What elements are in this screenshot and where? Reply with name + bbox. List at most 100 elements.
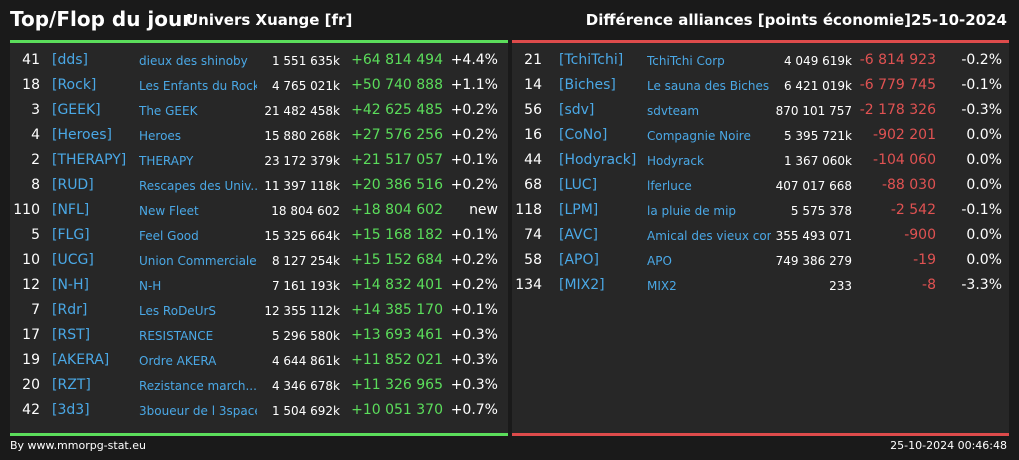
alliance-tag-link[interactable]: [3d3] (52, 402, 90, 418)
flop-row: 16 [CoNo] Compagnie Noire 5 395 721k -902 20… (512, 123, 1009, 148)
points-difference: +27 576 256 (351, 127, 443, 143)
points-difference: +10 051 370 (351, 402, 443, 418)
alliance-tag-link[interactable]: [Rock] (52, 77, 97, 93)
flop-row: 58 [APO] APO 749 386 279 -19 0.0% (512, 248, 1009, 273)
points-difference: +14 385 170 (351, 302, 443, 318)
alliance-tag-link[interactable]: [LUC] (559, 177, 598, 193)
percent-change: +0.3% (450, 352, 498, 368)
points-difference: +14 832 401 (351, 277, 443, 293)
alliance-rank: 3 (31, 102, 40, 118)
top-row: 8 [RUD] Rescapes des Univ... 11 397 118k +20… (10, 173, 508, 198)
alliance-rank: 56 (524, 102, 542, 118)
alliance-name-link[interactable]: Rescapes des Univ... (139, 179, 257, 193)
alliance-tag-link[interactable]: [THERAPY] (52, 152, 127, 168)
alliance-tag-link[interactable]: [LPM] (559, 202, 599, 218)
top-row: 19 [AKERA] Ordre AKERA 4 644 861k +11 852 02… (10, 348, 508, 373)
top-row: 41 [dds] dieux des shinoby 1 551 635k +64 81… (10, 48, 508, 73)
alliance-rank: 110 (13, 202, 40, 218)
top-panel: 41 [dds] dieux des shinoby 1 551 635k +64 81… (10, 40, 508, 436)
alliance-name-link[interactable]: la pluie de mip (647, 204, 737, 218)
top-row: 20 [RZT] Rezistance march... 4 346 678k +11 … (10, 373, 508, 398)
flop-row: 44 [Hodyrack] Hodyrack 1 367 060k -104 060 0.… (512, 148, 1009, 173)
alliance-tag-link[interactable]: [FLG] (52, 227, 90, 243)
alliance-points: 4 644 861k (271, 354, 340, 368)
alliance-name-link[interactable]: Le sauna des Biches (647, 79, 770, 93)
top-row: 17 [RST] RESISTANCE 5 296 580k +13 693 461 +0… (10, 323, 508, 348)
percent-change: +0.2% (450, 177, 498, 193)
alliance-name-link[interactable]: dieux des shinoby (139, 54, 248, 68)
top-row: 3 [GEEK] The GEEK 21 482 458k +42 625 485 +0.… (10, 98, 508, 123)
ranking-subtitle: Différence alliances [points économie] (585, 11, 911, 29)
percent-change: new (469, 202, 498, 218)
alliance-name-link[interactable]: THERAPY (139, 154, 194, 168)
alliance-name-link[interactable]: The GEEK (139, 104, 198, 118)
alliance-tag-link[interactable]: [APO] (559, 252, 599, 268)
alliance-name-link[interactable]: lferluce (647, 179, 692, 193)
alliance-name-link[interactable]: APO (647, 254, 672, 268)
alliance-name-link[interactable]: Les Enfants du Rock (139, 79, 257, 93)
flop-panel: 21 [TchiTchi] TchiTchi Corp 4 049 619k -6 81… (512, 40, 1009, 436)
alliance-name-link[interactable]: Compagnie Noire (647, 129, 751, 143)
alliance-name-link[interactable]: TchiTchi Corp (647, 54, 725, 68)
alliance-name-link[interactable]: MIX2 (647, 279, 677, 293)
alliance-points: 233 (829, 279, 852, 293)
percent-change: +0.7% (450, 402, 498, 418)
points-difference: +21 517 057 (351, 152, 443, 168)
alliance-name-link[interactable]: RESISTANCE (139, 329, 214, 343)
alliance-name-link[interactable]: Heroes (139, 129, 182, 143)
alliance-name-link[interactable]: sdvteam (647, 104, 700, 118)
alliance-tag-link[interactable]: [UCG] (52, 252, 94, 268)
alliance-tag-link[interactable]: [Biches] (559, 77, 616, 93)
alliance-points: 1 551 635k (271, 54, 340, 68)
alliance-tag-link[interactable]: [TchiTchi] (559, 52, 624, 68)
flop-list: 21 [TchiTchi] TchiTchi Corp 4 049 619k -6 81… (512, 48, 1009, 298)
percent-change: -3.3% (961, 277, 1002, 293)
alliance-tag-link[interactable]: [RUD] (52, 177, 94, 193)
alliance-name-link[interactable]: Hodyrack (647, 154, 704, 168)
alliance-tag-link[interactable]: [MIX2] (559, 277, 605, 293)
alliance-points: 4 049 619k (783, 54, 852, 68)
alliance-name-link[interactable]: Les RoDeUrS (139, 304, 217, 318)
alliance-points: 18 804 602 (271, 204, 340, 218)
alliance-name-link[interactable]: N-H (139, 279, 162, 293)
alliance-tag-link[interactable]: [N-H] (52, 277, 89, 293)
flop-row: 118 [LPM] la pluie de mip 5 575 378 -2 542 -0… (512, 198, 1009, 223)
alliance-tag-link[interactable]: [Heroes] (52, 127, 112, 143)
points-difference: -2 178 326 (859, 102, 936, 118)
alliance-points: 11 397 118k (264, 179, 340, 193)
alliance-points: 870 101 757 (775, 104, 852, 118)
alliance-rank: 20 (22, 377, 40, 393)
alliance-tag-link[interactable]: [Hodyrack] (559, 152, 637, 168)
flop-row: 14 [Biches] Le sauna des Biches 6 421 019k -… (512, 73, 1009, 98)
alliance-tag-link[interactable]: [dds] (52, 52, 88, 68)
points-difference: +42 625 485 (351, 102, 443, 118)
alliance-name-link[interactable]: Ordre AKERA (139, 354, 217, 368)
alliance-tag-link[interactable]: [AVC] (559, 227, 598, 243)
alliance-name-link[interactable]: Union Commerciale... (139, 254, 257, 268)
alliance-points: 5 296 580k (271, 329, 340, 343)
alliance-tag-link[interactable]: [RST] (52, 327, 91, 343)
percent-change: -0.2% (961, 52, 1002, 68)
alliance-points: 21 482 458k (264, 104, 340, 118)
alliance-rank: 17 (22, 327, 40, 343)
alliance-name-link[interactable]: Feel Good (139, 229, 199, 243)
header: Top/Flop du jour Univers Xuange [fr] Dif… (0, 0, 1019, 40)
alliance-tag-link[interactable]: [CoNo] (559, 127, 608, 143)
alliance-points: 1 504 692k (271, 404, 340, 418)
alliance-tag-link[interactable]: [AKERA] (52, 352, 110, 368)
alliance-rank: 10 (22, 252, 40, 268)
alliance-rank: 5 (31, 227, 40, 243)
alliance-tag-link[interactable]: [Rdr] (52, 302, 88, 318)
alliance-tag-link[interactable]: [GEEK] (52, 102, 101, 118)
alliance-name-link[interactable]: New Fleet (139, 204, 199, 218)
percent-change: 0.0% (966, 252, 1002, 268)
flop-row: 74 [AVC] Amical des vieux con 355 493 071 -9… (512, 223, 1009, 248)
alliance-tag-link[interactable]: [RZT] (52, 377, 91, 393)
alliance-name-link[interactable]: Rezistance march... (139, 379, 257, 393)
alliance-rank: 58 (524, 252, 542, 268)
alliance-tag-link[interactable]: [NFL] (52, 202, 90, 218)
alliance-name-link[interactable]: Amical des vieux con (647, 229, 771, 243)
alliance-rank: 8 (31, 177, 40, 193)
alliance-name-link[interactable]: 3boueur de l 3space (139, 404, 257, 418)
alliance-tag-link[interactable]: [sdv] (559, 102, 595, 118)
